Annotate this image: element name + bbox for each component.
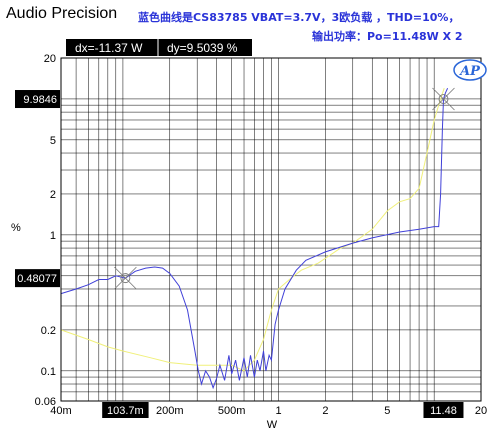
x-cursor-label: 103.7m	[107, 405, 144, 417]
x-cursor-box	[423, 402, 464, 418]
cursor-layer	[114, 87, 455, 290]
annotation-line-2: 输出功率：Po=11.48W X 2	[312, 30, 463, 43]
x-tick-label: 5	[384, 405, 390, 417]
readout-box	[66, 39, 252, 56]
y-tick-label: 0.06	[35, 396, 56, 408]
x-tick-label: 20	[475, 405, 487, 417]
cursor-marker[interactable]	[438, 94, 449, 104]
x-tick-label: 200m	[156, 405, 184, 417]
cursor-cross	[114, 266, 137, 290]
series-line	[60, 87, 449, 390]
x-tick-label: 40m	[50, 405, 71, 417]
y-axis-label: %	[11, 222, 21, 234]
app-title: Audio Precision	[6, 5, 118, 22]
y-tick-label: 20	[44, 53, 56, 65]
annotation-line-1: 蓝色曲线是CS83785 VBAT=3.7V，3欧负载 ，THD=10%，	[138, 11, 460, 24]
cursor-marker[interactable]	[120, 273, 131, 284]
series-line	[60, 88, 445, 372]
x-axis-label: W	[267, 419, 278, 431]
series-layer	[60, 87, 449, 390]
plot-frame	[60, 57, 482, 402]
ap-logo-icon: AP	[453, 59, 487, 81]
dx-readout: dx=-11.37 W	[75, 41, 143, 55]
y-cursor-label: 9.9846	[23, 94, 57, 106]
x-tick-label: 500m	[218, 405, 246, 417]
cursor-cross	[432, 87, 455, 111]
grid-lines	[61, 58, 481, 401]
x-tick-label: 1	[275, 405, 281, 417]
dy-readout: dy=9.5039 %	[167, 41, 238, 55]
y-cursor-label: 0.48077	[17, 273, 57, 285]
x-cursor-label: 11.48	[430, 405, 457, 417]
x-cursor-box	[102, 402, 149, 418]
y-tick-label: 1	[50, 230, 56, 242]
x-tick-label: 2	[322, 405, 328, 417]
y-tick-label: 0.2	[41, 325, 56, 337]
y-tick-label: 5	[50, 135, 56, 147]
y-tick-label: 0.1	[41, 366, 56, 378]
y-cursor-box	[15, 269, 60, 288]
y-cursor-box	[15, 90, 60, 109]
ap-logo-text: AP	[458, 64, 481, 79]
y-tick-label: 2	[50, 189, 56, 201]
